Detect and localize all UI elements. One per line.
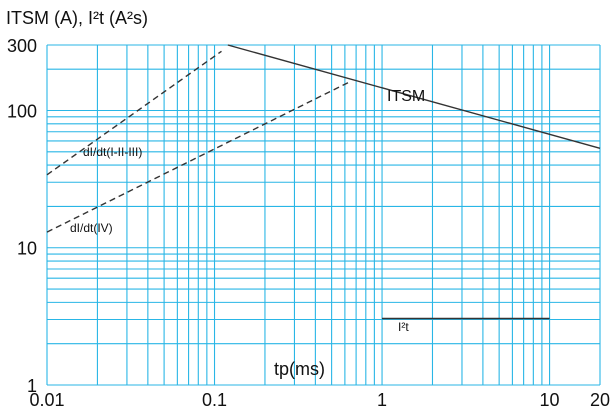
x-tick-label: 1 <box>377 390 387 410</box>
tick-labels: 0.01 0.1 1 10 20 1 10 100 300 <box>7 36 610 410</box>
series-line-di-dt-iv <box>46 81 349 233</box>
didt-4-label: dI/dt(IV) <box>70 221 113 235</box>
x-tick-label: 20 <box>590 390 610 410</box>
y-tick-label: 100 <box>7 101 37 121</box>
y-tick-label: 300 <box>7 36 37 56</box>
didt-123-label: dI/dt(I-II-III) <box>83 145 142 159</box>
grid <box>46 44 601 386</box>
series-line-di-dt-i-ii-iii <box>46 50 222 176</box>
series-layer <box>46 44 601 320</box>
x-axis-label: tp(ms) <box>274 359 325 379</box>
x-tick-label: 10 <box>540 390 560 410</box>
chart-title: ITSM (A), I²t (A²s) <box>6 8 148 28</box>
y-tick-label: 1 <box>27 376 37 396</box>
x-tick-label: 0.01 <box>29 390 64 410</box>
x-tick-label: 0.1 <box>202 390 227 410</box>
i2t-label: I²t <box>398 320 409 334</box>
y-tick-label: 10 <box>17 239 37 259</box>
series-line-itsm <box>227 44 601 149</box>
itsm-label: ITSM <box>387 88 425 105</box>
